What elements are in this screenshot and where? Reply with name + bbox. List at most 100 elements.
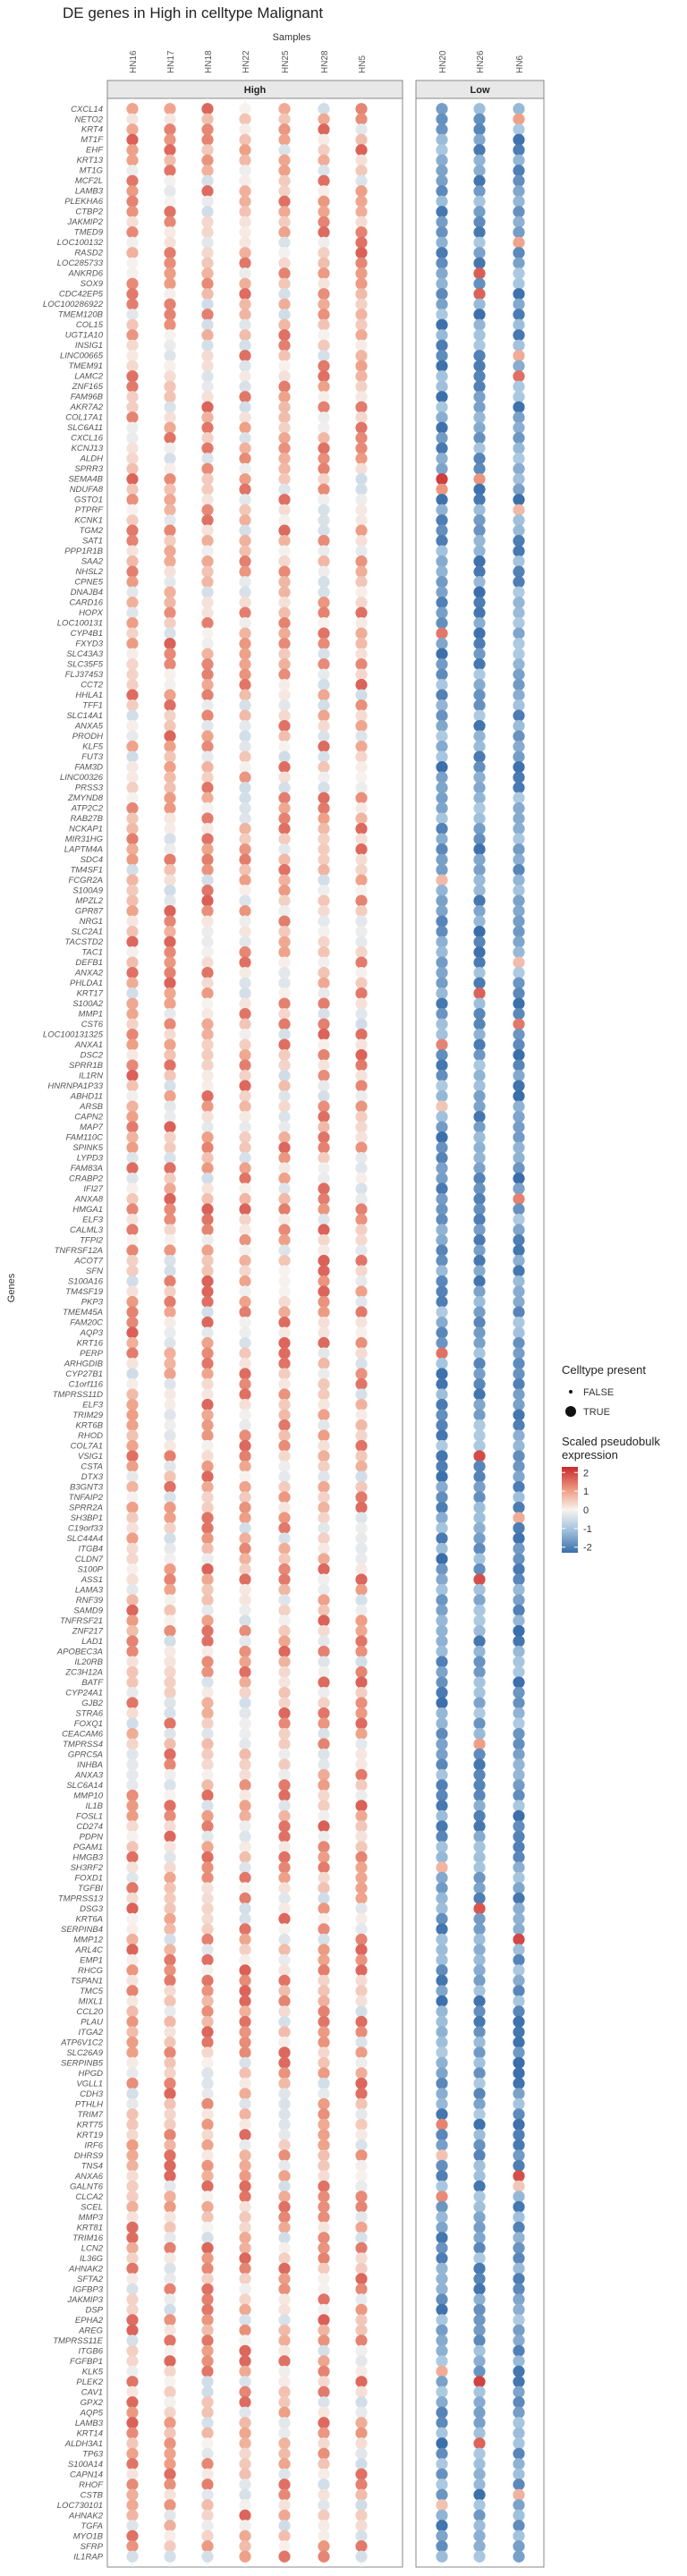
expression-dot: [513, 863, 525, 877]
expression-dot: [201, 2273, 214, 2285]
expression-dot: [436, 1953, 448, 1966]
expression-dot: [436, 2427, 448, 2439]
expression-dot: [164, 524, 176, 537]
expression-dot: [239, 741, 251, 753]
expression-dot: [355, 1614, 368, 1627]
expression-dot: [239, 1768, 251, 1782]
expression-dot: [239, 1501, 251, 1514]
expression-dot: [473, 2232, 486, 2244]
expression-dot: [201, 1491, 214, 1504]
expression-dot: [513, 2088, 525, 2100]
expression-dot: [201, 2077, 214, 2089]
expression-dot: [513, 2077, 525, 2089]
expression-dot: [513, 1121, 525, 1133]
gene-label: GPR87: [75, 907, 104, 917]
expression-dot: [164, 2303, 176, 2316]
expression-dot: [513, 1841, 525, 1853]
expression-dot: [355, 627, 368, 640]
expression-dot: [436, 421, 448, 434]
expression-dot: [355, 1038, 368, 1051]
expression-dot: [473, 1604, 486, 1617]
gene-label: ACOT7: [73, 1257, 103, 1267]
expression-dot: [473, 1233, 486, 1247]
expression-dot: [126, 606, 139, 619]
expression-dot: [473, 113, 486, 125]
expression-dot: [473, 956, 486, 969]
expression-dot: [436, 391, 448, 403]
expression-dot: [239, 997, 251, 1010]
expression-dot: [278, 2190, 291, 2203]
expression-dot: [201, 535, 214, 547]
gene-label: SAMD9: [73, 1606, 103, 1615]
expression-dot: [436, 997, 448, 1010]
expression-dot: [513, 236, 525, 249]
expression-dot: [239, 1985, 251, 1997]
gene-label: KRT19: [77, 2131, 104, 2140]
expression-dot: [473, 1048, 486, 1062]
gene-label: HNRNPA1P33: [47, 1081, 103, 1091]
expression-dot: [201, 298, 214, 310]
expression-dot: [513, 1738, 525, 1750]
expression-dot: [318, 1028, 330, 1041]
expression-dot: [164, 2232, 176, 2244]
gene-label: ANXA8: [74, 1195, 104, 1205]
expression-dot: [318, 576, 330, 589]
expression-dot: [355, 206, 368, 218]
expression-dot: [239, 1738, 251, 1750]
expression-dot: [513, 2180, 525, 2192]
expression-dot: [201, 1316, 214, 1329]
expression-dot: [164, 689, 176, 701]
expression-dot: [473, 2129, 486, 2141]
expression-dot: [318, 956, 330, 969]
expression-dot: [473, 2211, 486, 2224]
expression-dot: [239, 1532, 251, 1545]
expression-dot: [355, 925, 368, 938]
expression-dot: [355, 2211, 368, 2224]
expression-dot: [355, 1563, 368, 1576]
expression-dot: [436, 494, 448, 506]
expression-dot: [201, 318, 214, 331]
expression-dot: [201, 421, 214, 434]
expression-dot: [473, 2344, 486, 2357]
expression-dot: [164, 1686, 176, 1699]
expression-dot: [355, 195, 368, 208]
expression-dot: [513, 792, 525, 804]
expression-dot: [473, 1542, 486, 1555]
expression-dot: [355, 2221, 368, 2233]
expression-dot: [164, 1409, 176, 1421]
expression-dot: [355, 545, 368, 557]
expression-dot: [126, 1768, 139, 1782]
expression-dot: [436, 123, 448, 136]
expression-dot: [436, 165, 448, 177]
expression-dot: [318, 421, 330, 434]
expression-dot: [355, 833, 368, 845]
expression-dot: [164, 627, 176, 640]
expression-dot: [126, 638, 139, 650]
expression-dot: [201, 2365, 214, 2377]
expression-dot: [513, 1614, 525, 1627]
expression-dot: [355, 843, 368, 856]
expression-dot: [239, 1038, 251, 1051]
expression-dot: [436, 679, 448, 691]
expression-dot: [278, 1686, 291, 1699]
expression-dot: [318, 1038, 330, 1051]
expression-dot: [355, 894, 368, 907]
expression-dot: [164, 2262, 176, 2275]
expression-dot: [201, 2067, 214, 2080]
gene-label: ELF3: [82, 1400, 103, 1410]
expression-dot: [201, 1645, 214, 1658]
expression-dot: [436, 1697, 448, 1709]
expression-dot: [513, 462, 525, 475]
expression-dot: [513, 1491, 525, 1504]
expression-dot: [126, 1059, 139, 1072]
expression-dot: [355, 453, 368, 465]
gene-label: FGFBP1: [70, 2357, 103, 2367]
expression-dot: [318, 1080, 330, 1092]
expression-dot: [318, 1665, 330, 1679]
expression-dot: [513, 2314, 525, 2326]
expression-dot: [473, 1871, 486, 1884]
expression-dot: [201, 1912, 214, 1925]
expression-dot: [278, 216, 291, 228]
expression-dot: [318, 997, 330, 1010]
expression-dot: [355, 802, 368, 815]
